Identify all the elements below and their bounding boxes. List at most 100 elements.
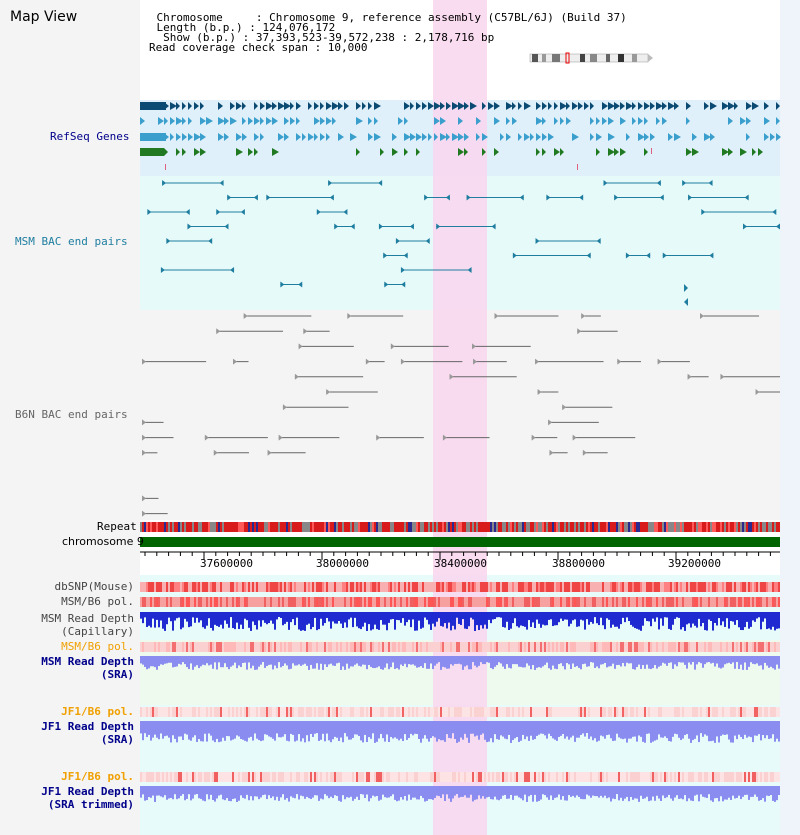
dbsnp-cell	[290, 582, 292, 592]
depth-bar	[320, 656, 322, 664]
refseq-gene	[572, 133, 579, 141]
refseq-gene	[368, 117, 372, 125]
msm-bac-end	[659, 194, 664, 201]
pol-cell	[382, 707, 384, 717]
pol-cell	[242, 772, 244, 782]
b6n-bac-end	[243, 313, 248, 319]
pol-cell	[246, 642, 248, 652]
pol-cell	[700, 772, 702, 782]
pol-cell	[636, 597, 638, 607]
pol-cell	[178, 772, 180, 782]
depth-bar	[470, 721, 472, 734]
depth-bar	[508, 656, 510, 668]
pol-cell	[734, 597, 736, 607]
pol-cell	[704, 597, 706, 607]
pol-cell	[154, 597, 156, 607]
dbsnp-cell	[360, 582, 362, 592]
repeat-block	[658, 522, 660, 532]
depth-bar	[512, 612, 514, 624]
depth-bar	[240, 786, 242, 796]
pol-cell	[536, 642, 538, 652]
dbsnp-cell	[394, 582, 396, 592]
pol-cell	[654, 642, 656, 652]
pol-cell	[344, 597, 346, 607]
depth-bar	[476, 612, 478, 626]
dbsnp-cell	[160, 582, 162, 592]
depth-bar	[168, 721, 170, 738]
pol-cell	[260, 597, 262, 607]
depth-bar	[568, 656, 570, 665]
pol-cell	[668, 642, 670, 652]
pol-cell	[652, 642, 654, 652]
pol-cell	[734, 707, 736, 717]
depth-bar	[150, 786, 152, 798]
depth-bar	[686, 721, 688, 735]
depth-bar	[534, 721, 536, 740]
dbsnp-cell	[542, 582, 544, 592]
depth-bar	[176, 721, 178, 743]
repeat-block	[420, 522, 422, 532]
pol-cell	[566, 707, 568, 717]
dbsnp-cell	[168, 582, 170, 592]
pol-cell	[770, 707, 772, 717]
pol-cell	[358, 707, 360, 717]
depth-bar	[712, 656, 714, 663]
depth-bar	[494, 786, 496, 797]
msm-bac-end	[403, 252, 408, 259]
depth-bar	[484, 721, 486, 740]
pol-cell	[166, 597, 168, 607]
repeat-block	[724, 522, 726, 532]
pol-cell	[210, 707, 212, 717]
depth-bar	[164, 656, 166, 664]
repeat-block	[552, 522, 554, 532]
refseq-gene	[428, 102, 434, 110]
refseq-gene	[740, 117, 746, 125]
repeat-block	[672, 522, 674, 532]
pol-cell	[494, 642, 496, 652]
pol-cell	[388, 772, 390, 782]
pol-cell	[476, 707, 478, 717]
repeat-block	[348, 522, 350, 532]
depth-bar	[306, 721, 308, 736]
dbsnp-cell	[266, 582, 268, 592]
dbsnp-cell	[404, 582, 406, 592]
refseq-gene	[656, 117, 660, 125]
depth-bar	[486, 786, 488, 798]
depth-bar	[206, 786, 208, 795]
dbsnp-cell	[256, 582, 258, 592]
pol-cell	[696, 772, 698, 782]
depth-bar	[398, 656, 400, 670]
pol-cell	[504, 707, 506, 717]
right-scroll-strip[interactable]	[780, 0, 800, 835]
depth-bar	[424, 612, 426, 618]
repeat-block	[640, 522, 642, 532]
dbsnp-cell	[476, 582, 478, 592]
depth-bar	[414, 612, 416, 631]
pol-cell	[432, 642, 434, 652]
depth-bar	[146, 612, 148, 628]
pol-cell	[506, 597, 508, 607]
pol-cell	[764, 642, 766, 652]
depth-bar	[336, 656, 338, 664]
depth-bar	[582, 786, 584, 800]
depth-bar	[216, 721, 218, 739]
pol-cell	[758, 597, 760, 607]
b6n-bac-end	[142, 449, 146, 456]
depth-bar	[746, 612, 748, 622]
repeat-block	[364, 522, 366, 532]
pol-cell	[320, 597, 322, 607]
depth-bar	[242, 612, 244, 629]
depth-bar	[622, 721, 624, 740]
pol-cell	[686, 707, 688, 717]
chromosome-ideogram[interactable]	[528, 52, 656, 64]
pol-cell	[680, 772, 682, 782]
depth-bar	[606, 786, 608, 799]
repeat-block	[326, 522, 328, 532]
pol-cell	[172, 597, 174, 607]
pol-cell	[744, 707, 746, 717]
pol-cell	[718, 707, 720, 717]
depth-bar	[536, 612, 538, 620]
pol-cell	[406, 707, 408, 717]
pol-cell	[512, 772, 514, 782]
